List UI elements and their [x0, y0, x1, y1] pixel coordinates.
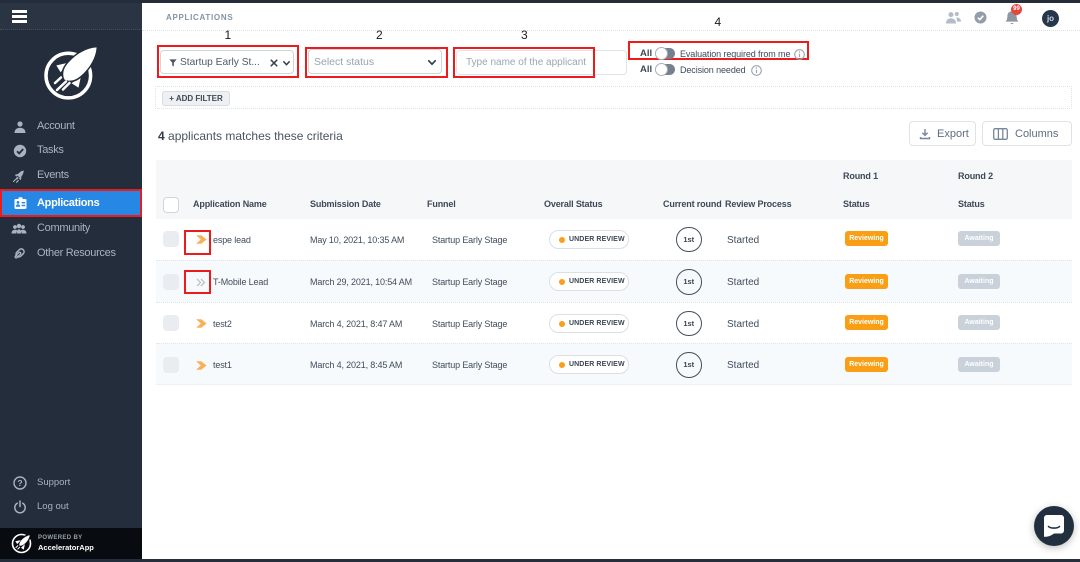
svg-text:?: ? [17, 478, 22, 488]
